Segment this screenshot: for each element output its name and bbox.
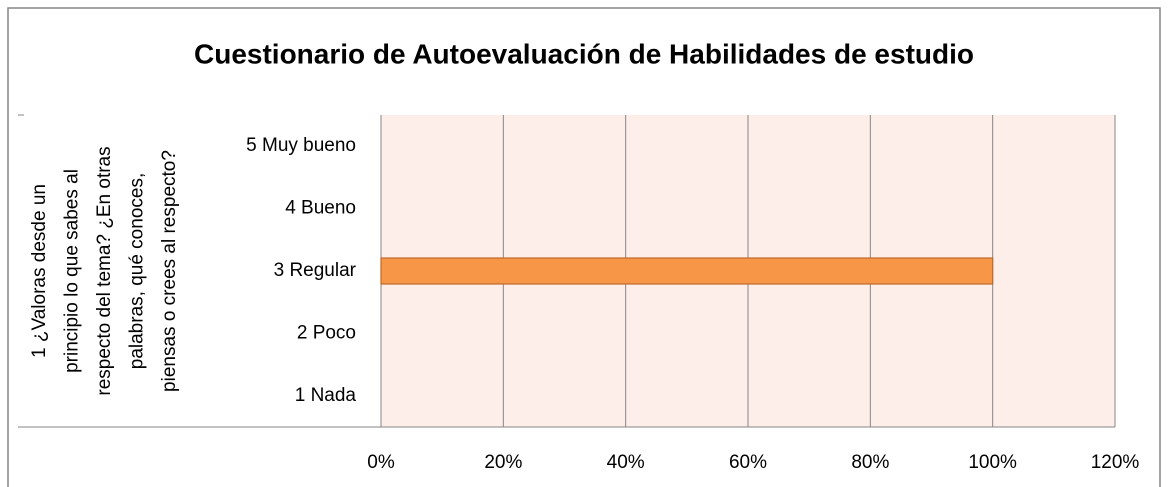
group-label: principio lo que sabes al	[62, 169, 83, 373]
y-tick-label: 5 Muy bueno	[246, 135, 356, 156]
y-tick-label: 1 Nada	[295, 385, 357, 406]
chart-title: Cuestionario de Autoevaluación de Habili…	[194, 38, 974, 69]
group-label: 1 ¿Valoras desde un	[29, 184, 50, 358]
y-tick-label: 3 Regular	[274, 260, 357, 281]
x-tick-label: 80%	[851, 452, 889, 473]
group-label: palabras, qué conoces,	[127, 173, 148, 369]
group-label: piensas o crees al respecto?	[159, 150, 180, 392]
x-tick-label: 100%	[968, 452, 1017, 473]
bar	[380, 257, 994, 285]
x-tick-label: 120%	[1091, 452, 1140, 473]
y-tick-label: 4 Bueno	[285, 198, 356, 219]
x-tick-label: 20%	[484, 452, 522, 473]
group-label: respecto del tema? ¿En otras	[94, 146, 115, 395]
x-tick-label: 40%	[607, 452, 645, 473]
x-tick-label: 0%	[367, 452, 395, 473]
x-tick-label: 60%	[729, 452, 767, 473]
y-tick-label: 2 Poco	[297, 322, 356, 343]
